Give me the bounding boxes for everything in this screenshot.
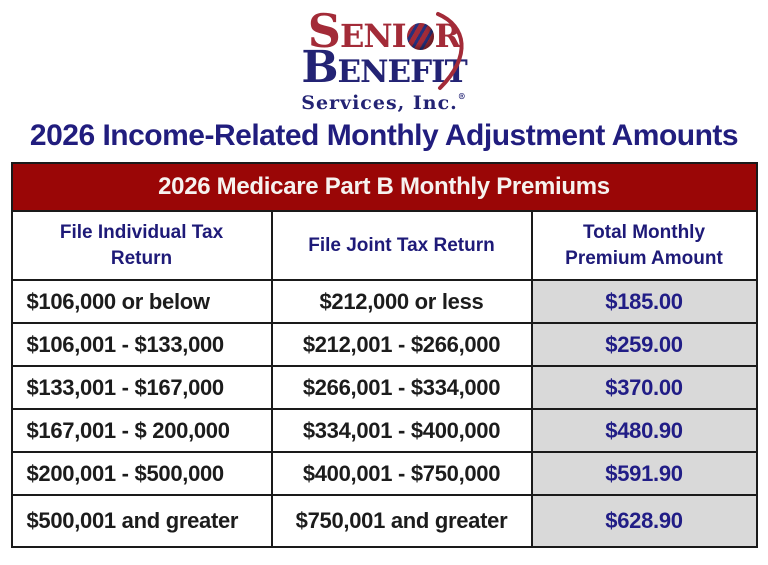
table-banner: 2026 Medicare Part B Monthly Premiums bbox=[12, 164, 756, 212]
table-row: $106,000 or below $212,000 or less $185.… bbox=[12, 281, 756, 324]
cell-individual: $106,000 or below bbox=[12, 281, 273, 324]
cell-joint: $212,000 or less bbox=[272, 281, 533, 324]
company-logo: Seni r Benefit Services, Inc.® bbox=[264, 8, 504, 113]
logo-benefit-text: Benefit bbox=[301, 42, 467, 93]
table-row: $106,001 - $133,000 $212,001 - $266,000 … bbox=[12, 324, 756, 367]
cell-individual: $500,001 and greater bbox=[13, 496, 273, 546]
cell-premium: $370.00 bbox=[532, 367, 756, 410]
table-row: $500,001 and greater $750,001 and greate… bbox=[13, 496, 756, 546]
cell-joint: $750,001 and greater bbox=[273, 496, 533, 546]
cell-individual: $106,001 - $133,000 bbox=[12, 324, 273, 367]
column-header-joint: File Joint Tax Return bbox=[272, 212, 533, 281]
cell-individual: $133,001 - $167,000 bbox=[12, 367, 273, 410]
page-title: 2026 Income-Related Monthly Adjustment A… bbox=[29, 119, 739, 152]
column-header-individual: File Individual Tax Return bbox=[12, 212, 273, 281]
table-header-row: File Individual Tax Return File Joint Ta… bbox=[12, 212, 756, 281]
trademark-symbol: ® bbox=[457, 91, 467, 101]
cell-premium: $480.90 bbox=[532, 410, 756, 453]
logo-services-text: Services, Inc.® bbox=[301, 91, 467, 114]
cell-individual: $167,001 - $ 200,000 bbox=[12, 410, 273, 453]
table-row: $133,001 - $167,000 $266,001 - $334,000 … bbox=[12, 367, 756, 410]
table-row: $200,001 - $500,000 $400,001 - $750,000 … bbox=[12, 453, 756, 496]
cell-premium: $591.90 bbox=[532, 453, 756, 496]
premiums-table: 2026 Medicare Part B Monthly Premiums Fi… bbox=[10, 162, 758, 548]
cell-joint: $212,001 - $266,000 bbox=[272, 324, 533, 367]
table-row: $167,001 - $ 200,000 $334,001 - $400,000… bbox=[12, 410, 756, 453]
cell-joint: $334,001 - $400,000 bbox=[272, 410, 533, 453]
globe-icon bbox=[406, 23, 434, 50]
cell-joint: $266,001 - $334,000 bbox=[272, 367, 533, 410]
cell-joint: $400,001 - $750,000 bbox=[272, 453, 533, 496]
cell-premium: $185.00 bbox=[532, 281, 756, 324]
cell-individual: $200,001 - $500,000 bbox=[12, 453, 273, 496]
cell-premium: $259.00 bbox=[532, 324, 756, 367]
cell-premium: $628.90 bbox=[532, 496, 756, 546]
column-header-premium: Total Monthly Premium Amount bbox=[532, 212, 756, 281]
